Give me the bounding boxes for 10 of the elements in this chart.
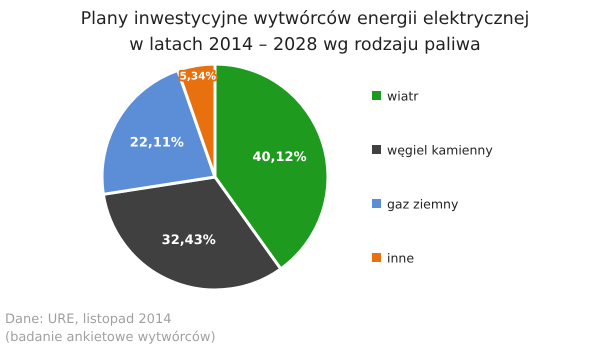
- data-label: 22,11%: [130, 136, 184, 151]
- data-label: 40,12%: [252, 150, 307, 165]
- legend-label: węgiel kamienny: [387, 142, 494, 158]
- legend-label: inne: [387, 250, 414, 266]
- legend-label: wiatr: [387, 88, 420, 104]
- text: Dane: URE, listopad 2014: [5, 312, 172, 327]
- chart-title: Plany inwestycyjne wytwórców energii elektrycznej w latach 2014 – 2028 wg rodzaju paliwa: [80, 9, 530, 55]
- data-label: 32,43%: [162, 233, 216, 248]
- legend-label: gaz ziemny: [387, 196, 459, 212]
- text: (badanie ankietowe wytwórców): [5, 330, 216, 345]
